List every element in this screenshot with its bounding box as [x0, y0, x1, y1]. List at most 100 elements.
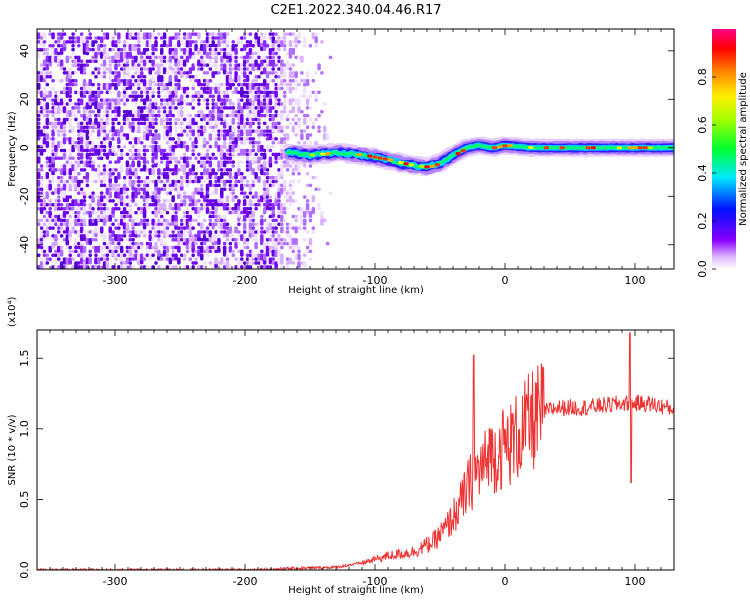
heatmap-noise-cell — [277, 199, 281, 203]
heatmap-noise-cell — [174, 253, 178, 261]
heatmap-noise-cell — [151, 67, 155, 71]
heatmap-noise-cell — [71, 144, 75, 152]
heatmap-noise-cell — [168, 90, 173, 95]
heatmap-noise-cell — [157, 63, 161, 71]
heatmap-noise-cell — [74, 237, 78, 245]
heatmap-noise-cell — [188, 210, 193, 215]
heatmap-noise-cell — [45, 261, 50, 265]
heatmap-noise-cell — [71, 265, 75, 269]
heatmap-noise-cell — [134, 249, 138, 254]
heatmap-noise-cell — [157, 55, 161, 60]
heatmap-noise-cell — [197, 137, 201, 141]
heatmap-noise-cell — [157, 206, 161, 214]
heatmap-noise-cell — [165, 137, 170, 141]
heatmap-noise-cell — [139, 59, 144, 64]
heatmap-noise-cell — [54, 253, 58, 257]
heatmap-noise-cell — [37, 98, 41, 106]
colorbar-tick-label: 0.2 — [696, 212, 709, 230]
heatmap-noise-cell — [68, 137, 72, 145]
heatmap-noise-cell — [148, 98, 153, 102]
heatmap-noise-cell — [225, 121, 230, 126]
heatmap-noise-cell — [237, 230, 241, 234]
heatmap-noise-cell — [117, 144, 121, 149]
heatmap-noise-cell — [102, 144, 107, 149]
heatmap-noise-cell — [154, 47, 158, 52]
heatmap-noise-cell — [77, 206, 81, 211]
heatmap-noise-cell — [82, 129, 87, 133]
heatmap-noise-cell — [134, 187, 138, 195]
heatmap-noise-cell — [154, 63, 158, 67]
heatmap-noise-cell — [54, 257, 58, 265]
heatmap-noise-cell — [48, 245, 52, 253]
heatmap-noise-cell — [114, 257, 118, 261]
heatmap-noise-cell — [97, 137, 101, 141]
heatmap-noise-cell — [42, 113, 47, 118]
heatmap-noise-cell — [85, 109, 90, 117]
heatmap-noise-cell — [79, 160, 84, 164]
heatmap-noise-cell — [139, 121, 144, 126]
heatmap-noise-cell — [42, 129, 47, 133]
heatmap-noise-cell — [102, 71, 107, 75]
heatmap-noise-cell — [300, 109, 304, 114]
heatmap-noise-cell — [137, 179, 141, 184]
colorbar: 0.00.20.40.60.8 Normalized spectral ampl… — [696, 29, 749, 278]
heatmap-noise-cell — [48, 191, 52, 195]
heatmap-noise-cell — [139, 245, 144, 250]
heatmap-noise-cell — [79, 144, 84, 152]
heatmap-noise-cell — [308, 218, 313, 223]
heatmap-noise-cell — [225, 44, 230, 48]
heatmap-noise-cell — [102, 141, 107, 145]
heatmap-noise-cell — [82, 78, 87, 86]
heatmap-noise-cell — [85, 117, 90, 122]
heatmap-noise-cell — [291, 172, 296, 176]
heatmap-noise-cell — [102, 75, 107, 79]
heatmap-noise-cell — [297, 269, 301, 276]
heatmap-noise-cell — [82, 67, 87, 71]
heatmap-noise-cell — [139, 90, 144, 95]
heatmap-noise-cell — [171, 98, 175, 106]
heatmap-noise-cell — [151, 237, 155, 242]
heatmap-noise-cell — [185, 218, 190, 226]
heatmap-noise-cell — [88, 152, 92, 157]
heatmap-noise-cell — [54, 265, 58, 269]
heatmap-noise-cell — [142, 195, 147, 203]
heatmap-noise-cell — [39, 261, 44, 269]
heatmap-noise-cell — [68, 129, 72, 133]
heatmap-noise-cell — [200, 253, 204, 261]
heatmap-noise-cell — [77, 241, 81, 246]
heatmap-noise-cell — [174, 117, 178, 122]
heatmap-noise-cell — [108, 141, 112, 148]
heatmap-noise-cell — [139, 206, 144, 211]
heatmap-noise-cell — [162, 152, 167, 160]
heatmap-noise-cell — [68, 168, 72, 176]
heatmap-noise-cell — [325, 133, 330, 141]
heatmap-noise-cell — [131, 90, 135, 95]
heatmap-noise-cell — [51, 214, 55, 219]
heatmap-noise-cell — [159, 179, 164, 184]
heatmap-noise-cell — [180, 199, 184, 203]
heatmap-noise-cell — [291, 106, 296, 114]
heatmap-noise-cell — [134, 109, 138, 117]
heatmap-noise-cell — [59, 78, 64, 83]
heatmap-noise-cell — [108, 191, 112, 199]
heatmap-noise-cell — [68, 203, 72, 207]
heatmap-noise-cell — [251, 148, 255, 153]
heatmap-noise-cell — [65, 195, 70, 203]
heatmap-noise-cell — [51, 191, 55, 195]
heatmap-noise-cell — [131, 98, 135, 102]
heatmap-noise-cell — [185, 203, 190, 207]
heatmap-noise-cell — [99, 183, 104, 188]
heatmap-noise-cell — [94, 144, 98, 149]
heatmap-noise-cell — [62, 164, 67, 172]
heatmap-noise-cell — [57, 179, 61, 184]
heatmap-noise-cell — [146, 269, 150, 276]
heatmap-noise-cell — [79, 191, 84, 195]
heatmap-noise-cell — [222, 47, 227, 52]
heatmap-noise-cell — [91, 47, 95, 52]
heatmap-noise-cell — [182, 164, 187, 172]
heatmap-noise-cell — [91, 195, 95, 203]
heatmap-noise-cell — [108, 98, 112, 102]
heatmap-noise-cell — [245, 156, 250, 161]
heatmap-noise-cell — [57, 257, 61, 261]
heatmap-noise-cell — [205, 141, 210, 145]
